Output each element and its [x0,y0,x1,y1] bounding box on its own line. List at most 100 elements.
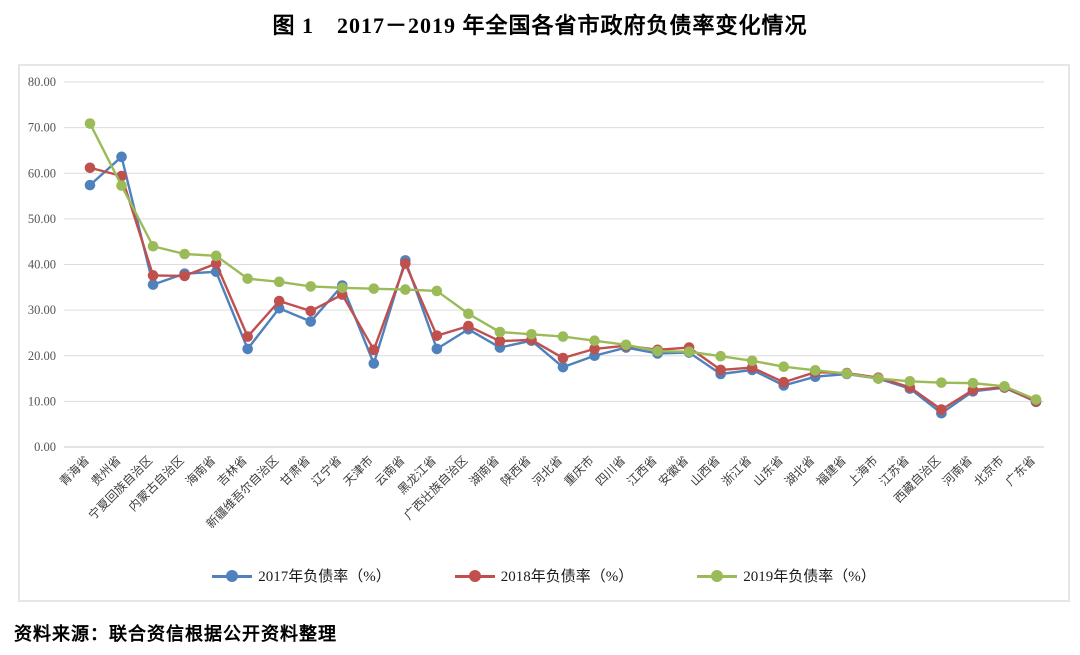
data-point-2019 [305,281,317,292]
x-axis-label: 浙江省 [719,453,754,488]
y-axis-label: 20.00 [28,349,56,363]
x-axis-label: 湖南省 [466,453,502,489]
data-point-2019 [557,331,569,342]
y-axis-label: 80.00 [28,75,56,89]
data-point-2019 [809,365,821,376]
data-point-2019 [84,118,96,129]
data-point-2019 [746,355,758,367]
legend-item-2019: 2019年负债率（%） [697,565,876,586]
series-line-2017 [89,155,1037,415]
data-point-2019 [179,248,190,260]
data-point-2018 [557,352,569,364]
data-point-2019 [620,339,632,351]
data-point-2018 [368,344,380,356]
data-point-2019 [715,350,726,362]
x-axis-label: 上海市 [844,453,880,489]
data-point-2017 [116,151,127,163]
x-axis-label: 河北省 [530,453,565,488]
data-point-2017 [305,316,317,327]
data-point-2019 [778,361,790,373]
data-point-2019 [873,373,884,384]
x-axis-label: 青海省 [56,453,92,489]
data-point-2019 [904,376,916,387]
x-axis-label: 甘肃省 [277,453,312,488]
data-point-2017 [368,358,380,369]
x-axis-label: 山西省 [687,453,722,488]
x-axis-label: 海南省 [182,453,218,489]
x-axis-label: 广东省 [1003,453,1038,488]
data-point-2019 [273,276,285,288]
legend-label-2017: 2017年负债率（%） [258,569,391,585]
y-axis-label: 40.00 [28,258,56,272]
data-point-2019 [652,345,663,357]
y-axis-label: 10.00 [28,394,56,408]
data-point-2017 [557,361,569,373]
data-point-2018 [84,162,96,174]
data-point-2018 [778,376,790,388]
data-point-2019 [1030,394,1042,405]
data-point-2017 [431,343,443,355]
source-note: 资料来源：联合资信根据公开资料整理 [14,624,337,644]
x-axis-label: 河南省 [939,453,975,489]
data-point-2018 [494,335,506,347]
chart-legend: 2017年负债率（%） 2018年负债率（%） 2019年负债率（%） [20,565,1068,586]
x-axis-label: 辽宁省 [308,453,344,489]
data-point-2018 [179,270,190,282]
debt-ratio-line-chart: 0.00 10.00 20.00 30.00 40.00 50.00 60.00 70.00 8… [28,75,1044,531]
data-point-2019 [116,180,127,191]
legend-marker-2019-icon [697,569,738,582]
page-title: 图 1 2017－2019 年全国各省市政府负债率变化情况 [272,13,808,38]
data-point-2019 [936,377,947,388]
data-point-2018 [400,258,411,269]
data-point-2019 [336,282,348,294]
y-axis-label: 50.00 [28,212,56,226]
x-axis-label: 安徽省 [655,453,691,489]
data-point-2018 [589,343,600,355]
x-axis-label: 福建省 [813,453,849,489]
data-point-2019 [999,381,1010,392]
series-line-2018 [89,166,1037,411]
data-point-2018 [273,295,285,307]
data-point-2019 [431,285,443,297]
data-point-2019 [494,326,506,338]
data-point-2019 [526,329,537,340]
data-point-2017 [84,179,96,191]
legend-label-2019: 2019年负债率（%） [743,569,876,585]
data-point-2018 [210,258,222,269]
data-point-2019 [967,377,979,389]
data-point-2018 [715,364,726,376]
x-axis-label: 天津市 [340,453,376,489]
legend-label-2018: 2018年负债率（%） [500,569,634,585]
data-point-2017 [147,279,159,290]
data-point-2019 [242,273,253,284]
x-axis-label: 四川省 [593,453,628,488]
data-point-2018 [305,305,317,317]
data-point-2019 [589,335,600,346]
x-axis-label: 江西省 [624,453,659,488]
legend-marker-2018-icon [454,569,495,582]
y-axis-label: 60.00 [28,166,56,180]
legend-marker-2017-icon [212,569,253,582]
data-point-2018 [431,330,443,341]
chart-frame: 0.00 10.00 20.00 30.00 40.00 50.00 60.00 70.00 8… [18,64,1070,602]
data-point-2019 [463,308,474,320]
data-point-2019 [683,346,695,357]
legend-item-2017: 2017年负债率（%） [212,565,391,586]
y-axis-label: 0.00 [34,440,56,454]
y-axis-label: 30.00 [28,303,56,317]
y-axis-label: 70.00 [28,121,56,135]
x-axis-label: 陕西省 [498,453,534,489]
x-axis-label: 湖北省 [781,453,817,489]
x-axis-label: 北京市 [971,453,1007,489]
data-point-2019 [400,284,411,295]
data-point-2019 [368,283,380,294]
data-point-2019 [147,240,159,252]
x-axis-label: 重庆市 [561,453,597,489]
data-point-2018 [463,320,474,332]
data-point-2018 [936,404,947,415]
data-point-2019 [210,250,222,262]
x-axis-label: 山东省 [750,453,785,488]
data-point-2018 [147,270,159,281]
legend-item-2018: 2018年负债率（%） [454,565,634,586]
data-point-2018 [242,331,253,342]
